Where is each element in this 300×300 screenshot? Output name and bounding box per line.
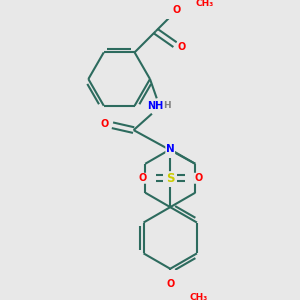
Text: H: H xyxy=(164,100,171,109)
Text: O: O xyxy=(178,42,186,52)
Text: O: O xyxy=(173,5,181,15)
Text: O: O xyxy=(100,119,109,129)
Text: S: S xyxy=(166,172,175,185)
Text: CH₃: CH₃ xyxy=(190,293,208,300)
Text: CH₃: CH₃ xyxy=(195,0,214,8)
Text: O: O xyxy=(194,173,202,183)
Text: N: N xyxy=(166,144,175,154)
Text: O: O xyxy=(138,173,146,183)
Text: O: O xyxy=(166,279,174,289)
Text: NH: NH xyxy=(147,101,163,111)
